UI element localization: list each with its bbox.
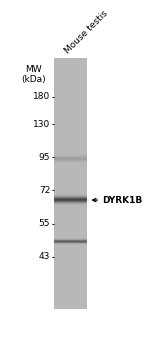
Text: DYRK1B: DYRK1B [102, 195, 143, 204]
Text: Mouse testis: Mouse testis [63, 9, 110, 55]
Text: 55: 55 [39, 219, 50, 228]
Text: 43: 43 [39, 252, 50, 261]
Text: 180: 180 [33, 92, 50, 101]
Text: MW
(kDa): MW (kDa) [22, 65, 46, 84]
Text: 95: 95 [39, 153, 50, 162]
Text: 72: 72 [39, 186, 50, 195]
Text: 130: 130 [33, 120, 50, 129]
